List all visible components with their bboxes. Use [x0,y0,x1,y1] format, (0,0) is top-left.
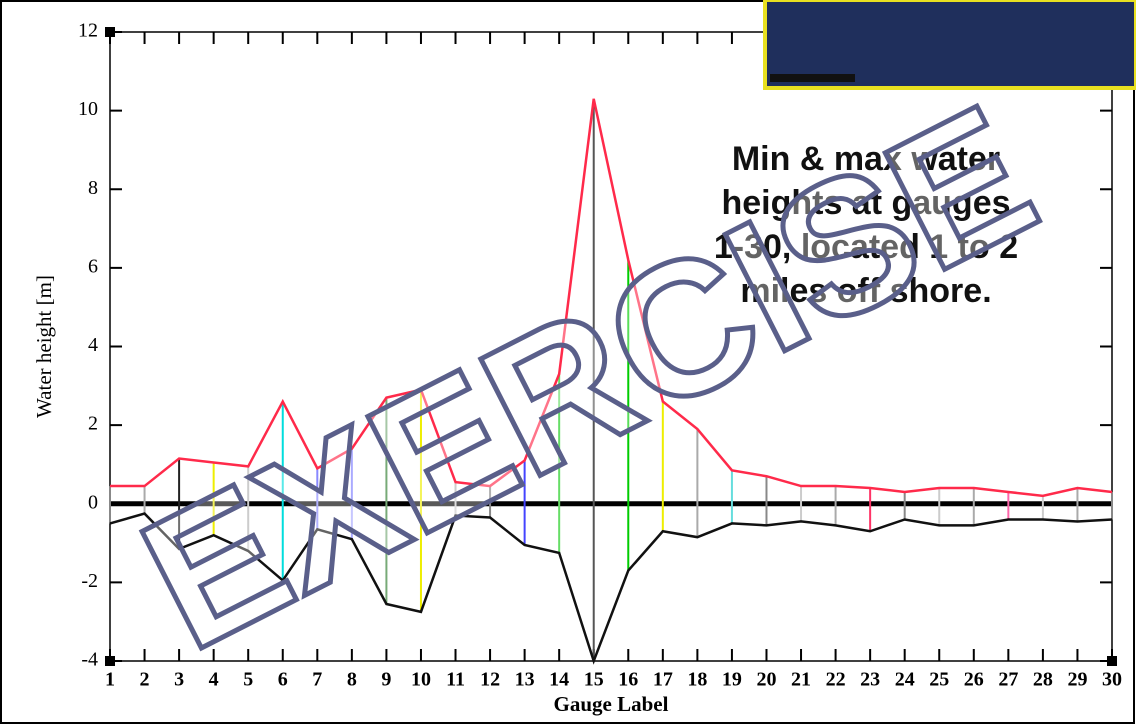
x-axis-label: Gauge Label [554,692,669,716]
y-axis-label: Water height [m] [32,275,56,418]
x-tick-label: 8 [347,669,357,691]
y-tick-label: 6 [88,255,98,277]
x-tick-label: 21 [791,669,811,691]
x-tick-label: 6 [278,669,288,691]
x-tick-label: 23 [860,669,880,691]
x-tick-label: 18 [687,669,707,691]
y-tick-label: -2 [81,570,98,592]
x-tick-label: 17 [653,669,673,691]
x-tick-label: 14 [549,669,569,691]
x-tick-label: 19 [722,669,742,691]
x-tick-label: 26 [964,669,984,691]
x-tick-label: 24 [895,669,915,691]
x-tick-label: 1 [105,669,115,691]
x-tick-label: 27 [998,669,1018,691]
x-tick-label: 16 [618,669,638,691]
y-tick-label: 4 [88,334,98,356]
corner-marker [105,27,115,37]
x-tick-label: 29 [1067,669,1087,691]
x-tick-label: 30 [1102,669,1122,691]
x-tick-label: 20 [756,669,776,691]
watermark: EXERCISE [112,65,1064,690]
x-tick-label: 13 [515,669,535,691]
corner-marker [1107,656,1117,666]
x-tick-label: 22 [826,669,846,691]
y-tick-label: 12 [78,20,98,42]
x-tick-label: 10 [411,669,431,691]
map-inset [765,0,1136,88]
y-tick-label: 2 [88,413,98,435]
y-tick-label: -4 [81,649,98,671]
x-tick-label: 28 [1033,669,1053,691]
x-tick-label: 3 [174,669,184,691]
chart: -4-2024681012123456789101112131415161718… [0,0,1136,725]
x-tick-label: 9 [381,669,391,691]
x-tick-label: 15 [584,669,604,691]
x-tick-label: 11 [446,669,465,691]
x-tick-label: 7 [312,669,322,691]
map-scale [770,74,855,82]
x-tick-label: 25 [929,669,949,691]
corner-marker [105,656,115,666]
y-tick-label: 8 [88,177,98,199]
y-tick-label: 10 [78,98,98,120]
y-tick-label: 0 [88,491,98,513]
x-tick-label: 2 [140,669,150,691]
x-tick-label: 12 [480,669,500,691]
